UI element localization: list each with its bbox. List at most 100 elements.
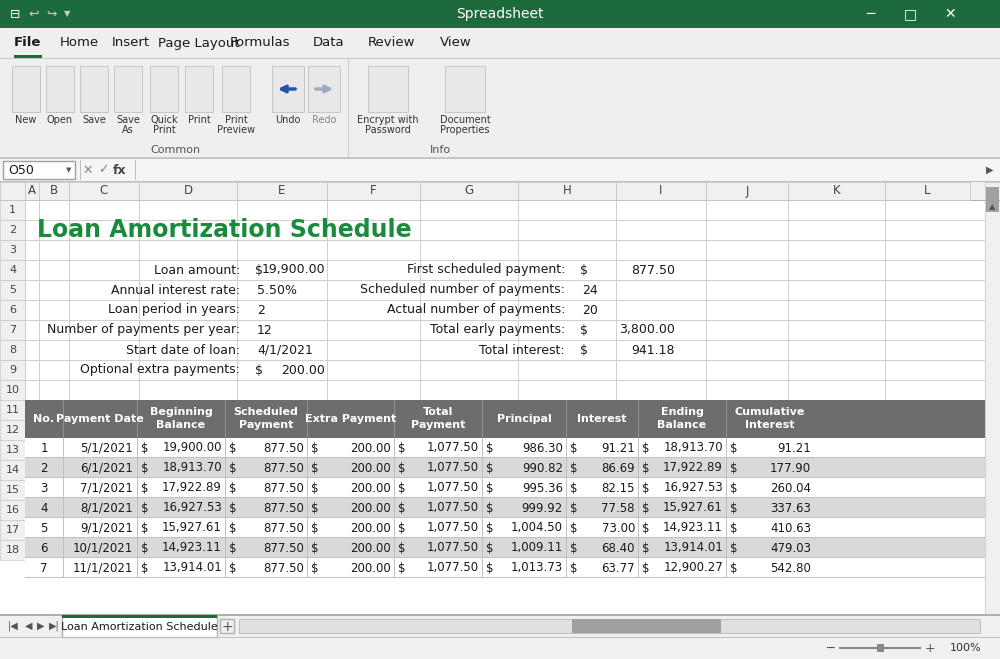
Text: 16,927.53: 16,927.53: [162, 501, 222, 515]
Bar: [225, 538, 226, 558]
Bar: [63, 438, 64, 458]
Bar: [239, 619, 980, 633]
Bar: [616, 360, 617, 380]
Text: $: $: [311, 542, 318, 554]
Bar: [220, 619, 234, 633]
Bar: [518, 520, 519, 540]
Bar: [139, 320, 140, 340]
Bar: [39, 300, 40, 320]
Bar: [0, 158, 1000, 159]
Text: $: $: [486, 501, 494, 515]
Text: 68.40: 68.40: [602, 542, 635, 554]
Text: 999.92: 999.92: [522, 501, 563, 515]
Bar: [25, 538, 985, 558]
Bar: [0, 260, 985, 280]
Text: $: $: [229, 561, 237, 575]
Text: 941.18: 941.18: [632, 343, 675, 357]
Bar: [420, 220, 421, 240]
Bar: [518, 220, 519, 240]
Bar: [307, 558, 308, 578]
Text: 13,914.01: 13,914.01: [663, 542, 723, 554]
Bar: [63, 478, 64, 498]
Text: Payment: Payment: [239, 420, 293, 430]
Text: 200.00: 200.00: [350, 561, 391, 575]
Text: $: $: [730, 561, 738, 575]
Text: ▶: ▶: [986, 165, 994, 175]
Text: Document: Document: [440, 115, 490, 125]
Bar: [25, 380, 985, 381]
Text: Payment Date: Payment Date: [56, 414, 144, 424]
Text: 17,922.89: 17,922.89: [162, 482, 222, 494]
Text: O50: O50: [8, 163, 34, 177]
Text: Optional extra payments:: Optional extra payments:: [80, 364, 240, 376]
Bar: [616, 340, 617, 360]
Text: 1: 1: [40, 442, 48, 455]
Text: 63.77: 63.77: [601, 561, 635, 575]
Bar: [885, 440, 886, 460]
Text: Properties: Properties: [440, 125, 490, 135]
Bar: [25, 500, 985, 501]
Text: $: $: [570, 561, 578, 575]
Text: 200.00: 200.00: [350, 482, 391, 494]
Bar: [885, 182, 970, 200]
Bar: [139, 460, 140, 480]
Text: 18: 18: [5, 545, 20, 555]
Bar: [616, 182, 706, 200]
Text: $: $: [311, 461, 318, 474]
Text: $: $: [229, 442, 237, 455]
Text: 877.50: 877.50: [263, 542, 304, 554]
Text: 877.50: 877.50: [263, 521, 304, 534]
Bar: [420, 300, 421, 320]
Text: As: As: [122, 125, 134, 135]
Text: $: $: [229, 501, 237, 515]
Bar: [237, 300, 238, 320]
Bar: [25, 420, 26, 440]
Bar: [63, 400, 64, 438]
Text: 100%: 100%: [950, 643, 982, 653]
Text: Annual interest rate:: Annual interest rate:: [111, 283, 240, 297]
Bar: [706, 260, 707, 280]
Text: $: $: [311, 442, 318, 455]
Bar: [25, 440, 985, 441]
Text: 8: 8: [9, 345, 16, 355]
Text: $: $: [570, 461, 578, 474]
Bar: [616, 460, 617, 480]
Bar: [46, 66, 74, 112]
Text: Principal: Principal: [497, 414, 551, 424]
Text: $: $: [570, 521, 578, 534]
Text: ◀: ◀: [25, 621, 32, 631]
Bar: [0, 520, 25, 540]
Bar: [25, 460, 26, 480]
Text: $: $: [570, 442, 578, 455]
Text: 86.69: 86.69: [601, 461, 635, 474]
Bar: [518, 440, 519, 460]
Bar: [616, 520, 617, 540]
Bar: [0, 240, 25, 260]
Bar: [327, 280, 328, 300]
Bar: [420, 440, 421, 460]
Text: 5/1/2021: 5/1/2021: [80, 442, 133, 455]
Text: Balance: Balance: [657, 420, 707, 430]
Bar: [39, 280, 40, 300]
Bar: [638, 478, 639, 498]
Bar: [139, 500, 140, 520]
Text: 177.90: 177.90: [770, 461, 811, 474]
Bar: [25, 400, 26, 420]
Text: 4: 4: [9, 265, 16, 275]
Bar: [788, 200, 789, 220]
Bar: [62, 615, 217, 618]
Bar: [788, 540, 789, 560]
Bar: [0, 540, 985, 560]
Text: $: $: [311, 521, 318, 534]
Bar: [885, 260, 886, 280]
Text: $: $: [398, 461, 406, 474]
Bar: [706, 480, 707, 500]
Bar: [706, 320, 707, 340]
Text: $: $: [580, 324, 588, 337]
Bar: [0, 420, 985, 440]
Bar: [25, 460, 985, 461]
Bar: [39, 360, 40, 380]
Bar: [25, 517, 985, 518]
Bar: [25, 540, 26, 560]
Bar: [237, 240, 238, 260]
